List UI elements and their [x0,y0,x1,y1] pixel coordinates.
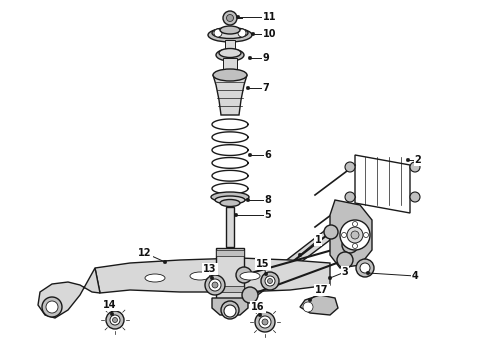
Circle shape [236,267,252,283]
Circle shape [210,276,214,280]
Circle shape [110,312,114,316]
Circle shape [209,279,221,291]
Bar [225,40,235,52]
Ellipse shape [219,49,241,58]
Circle shape [265,276,275,286]
Text: 6: 6 [265,150,271,160]
Circle shape [352,221,358,226]
Circle shape [212,282,218,288]
Circle shape [264,272,268,276]
Circle shape [406,158,410,162]
Circle shape [226,14,234,22]
Circle shape [224,305,236,317]
Bar [223,58,237,72]
Circle shape [46,301,58,313]
Ellipse shape [215,196,245,204]
Text: 5: 5 [265,210,271,220]
Bar [226,207,234,247]
Polygon shape [212,298,248,315]
Circle shape [221,301,239,319]
Ellipse shape [240,272,260,280]
Polygon shape [38,268,100,318]
Circle shape [366,271,370,275]
Circle shape [113,318,118,323]
Polygon shape [95,258,330,293]
Polygon shape [330,200,372,268]
Ellipse shape [220,26,240,34]
Circle shape [248,56,252,60]
Circle shape [345,162,355,172]
Ellipse shape [220,199,240,207]
Circle shape [347,227,363,243]
Polygon shape [300,295,338,315]
Circle shape [342,233,346,238]
Circle shape [328,276,332,280]
Ellipse shape [190,272,210,280]
Circle shape [248,153,252,157]
Circle shape [242,287,258,303]
Circle shape [340,220,370,250]
Text: 13: 13 [203,264,217,274]
Text: 16: 16 [251,302,265,312]
Circle shape [214,29,222,37]
Circle shape [236,15,240,19]
Polygon shape [213,75,247,115]
Ellipse shape [213,69,247,81]
Circle shape [337,252,353,268]
Polygon shape [355,155,410,213]
Circle shape [352,243,358,248]
Circle shape [110,315,120,325]
Bar [216,248,244,300]
Text: 15: 15 [256,259,270,269]
Circle shape [303,302,313,312]
Polygon shape [222,225,332,310]
Text: 2: 2 [415,155,421,165]
Circle shape [234,213,238,217]
Text: 10: 10 [263,29,277,39]
Circle shape [106,311,124,329]
Text: 3: 3 [342,267,348,277]
Bar [216,286,244,292]
Text: 17: 17 [315,285,329,295]
Circle shape [298,253,302,257]
Ellipse shape [145,274,165,282]
Ellipse shape [211,192,249,202]
Circle shape [259,316,271,328]
Circle shape [246,198,250,202]
Circle shape [268,279,272,284]
Circle shape [360,263,370,273]
Circle shape [255,312,275,332]
Circle shape [342,237,358,253]
Circle shape [356,259,374,277]
Text: 14: 14 [103,300,117,310]
Circle shape [262,319,268,325]
Circle shape [163,260,167,264]
Text: 1: 1 [315,235,321,245]
Text: 11: 11 [263,12,277,22]
Circle shape [410,162,420,172]
Circle shape [223,11,237,25]
Text: 12: 12 [138,248,152,258]
Circle shape [246,86,250,90]
Ellipse shape [208,28,252,42]
Text: 7: 7 [263,83,270,93]
Circle shape [351,231,359,239]
Circle shape [238,29,246,37]
Circle shape [251,32,255,36]
Circle shape [42,297,62,317]
Circle shape [324,225,338,239]
Circle shape [364,233,368,238]
Text: 9: 9 [263,53,270,63]
Text: 4: 4 [412,271,418,281]
Circle shape [261,272,279,290]
Text: 8: 8 [265,195,271,205]
Circle shape [205,275,225,295]
Bar [216,250,244,256]
Ellipse shape [212,27,248,39]
Circle shape [308,298,312,302]
Circle shape [345,192,355,202]
Circle shape [410,192,420,202]
Ellipse shape [216,49,244,61]
Circle shape [258,313,262,317]
